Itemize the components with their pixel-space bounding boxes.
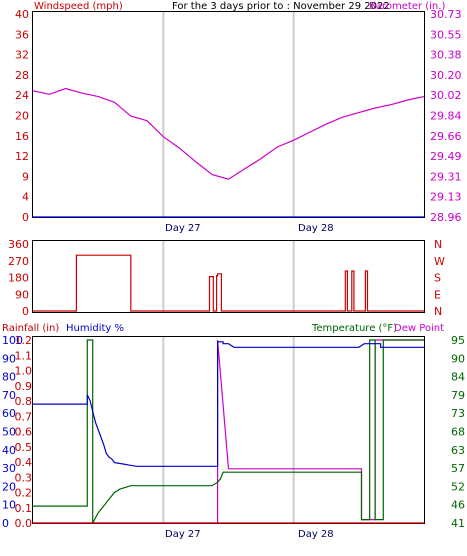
barometer-tick-5: 29.84 [430,110,462,123]
humidity-tick-6: 40 [2,444,16,457]
chart-title: For the 3 days prior to : November 29 20… [172,1,390,12]
humidity-tick-8: 20 [2,480,16,493]
barometer-line [32,87,425,180]
humidity-tick-10: 0 [2,517,9,530]
direction-tick-1: 270 [8,255,29,268]
windspeed-tick-4: 24 [15,89,29,102]
rainfall-axis-label: Rainfall (in) [2,323,59,334]
barometer-axis-label: Barometer (in.) [369,1,445,12]
temperature-axis-label: Temperature (°F) [311,323,397,334]
windspeed-tick-8: 9 [22,170,29,183]
humidity-axis-label: Humidity % [66,323,124,334]
direction-tick-3: 90 [15,288,29,301]
rain-tick-3: 0.9 [15,380,33,393]
barometer-tick-9: 29.13 [430,191,462,204]
bottom-day27-label: Day 27 [165,529,201,540]
windspeed-tick-6: 16 [15,130,29,143]
humidity-tick-2: 80 [2,371,16,384]
windspeed-tick-1: 36 [15,28,29,41]
bottom-day28-label: Day 28 [298,529,334,540]
barometer-tick-3: 30.20 [430,69,462,82]
windspeed-tick-0: 40 [15,8,29,21]
temperature-tick-3: 79 [451,389,465,402]
barometer-tick-2: 30.38 [430,49,462,62]
barometer-tick-0: 30.73 [430,8,462,21]
humidity-tick-4: 60 [2,407,16,420]
direction-tick-0: 360 [8,238,29,251]
humidity-tick-1: 90 [2,352,16,365]
barometer-tick-8: 29.31 [430,170,462,183]
windspeed-tick-2: 32 [15,49,29,62]
barometer-tick-6: 29.66 [430,130,462,143]
temperature-line [33,339,424,524]
compass-tick-1: W [434,255,445,268]
windspeed-tick-7: 12 [15,150,29,163]
compass-tick-3: E [434,288,441,301]
rain-tick-12: 0.0 [15,517,33,530]
rain-tick-6: 0.6 [15,426,33,439]
humidity-tick-3: 70 [2,389,16,402]
temperature-tick-0: 95 [451,334,465,347]
temperature-tick-9: 46 [451,499,465,512]
temperature-tick-7: 57 [451,462,465,475]
dewpoint-line [33,339,424,524]
rain-tick-4: 0.8 [15,395,33,408]
humidity-tick-9: 10 [2,499,16,512]
rain-tick-0: 1.2 [15,334,33,347]
top-panel-frame [32,11,425,218]
temperature-tick-5: 68 [451,426,465,439]
windspeed-tick-5: 20 [15,110,29,123]
barometer-tick-7: 29.49 [430,150,462,163]
compass-tick-0: N [434,238,442,251]
windspeed-tick-3: 28 [15,69,29,82]
dewpoint-axis-label: Dew Point [394,323,444,334]
rain-tick-10: 0.2 [15,487,33,500]
top-day28-label: Day 28 [298,223,334,234]
middle-panel-frame [32,240,425,313]
temperature-tick-10: 41 [451,517,465,530]
rain-tick-7: 0.5 [15,441,33,454]
barometer-tick-4: 30.02 [430,89,462,102]
temperature-tick-2: 84 [451,371,465,384]
humidity-tick-0: 100 [2,334,23,347]
rain-tick-11: 0.1 [15,502,33,515]
temperature-tick-1: 90 [451,352,465,365]
rain-tick-9: 0.3 [15,471,33,484]
humidity-tick-5: 50 [2,426,16,439]
top-day27-label: Day 27 [165,223,201,234]
humidity-tick-7: 30 [2,462,16,475]
bottom-panel-frame [32,336,425,524]
windspeed-tick-10: 0 [22,211,29,224]
compass-tick-4: N [434,305,442,318]
humidity-line [33,341,424,467]
temperature-tick-6: 63 [451,444,465,457]
rain-tick-1: 1.1 [15,349,33,362]
windspeed-tick-9: 4 [22,191,29,204]
rain-tick-5: 0.7 [15,410,33,423]
temperature-tick-4: 73 [451,407,465,420]
compass-tick-2: S [434,272,441,285]
wind-direction-line [33,254,424,312]
barometer-tick-1: 30.55 [430,28,462,41]
chart-marks: 403632282420161294030.7330.5530.3830.203… [2,8,465,530]
barometer-tick-10: 28.96 [430,211,462,224]
direction-tick-2: 180 [8,272,29,285]
temperature-tick-8: 52 [451,480,465,493]
direction-tick-4: 0 [22,305,29,318]
windspeed-axis-label: Windspeed (mph) [34,1,123,12]
rain-tick-8: 0.4 [15,456,33,469]
rain-tick-2: 1.0 [15,365,33,378]
